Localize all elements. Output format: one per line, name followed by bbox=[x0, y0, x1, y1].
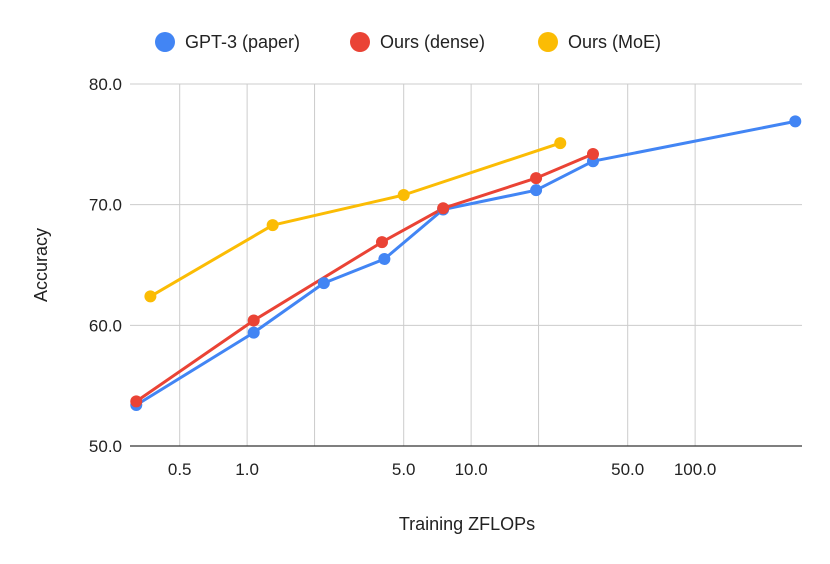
y-tick-label-60-0: 60.0 bbox=[89, 316, 122, 335]
y-tick-label-70-0: 70.0 bbox=[89, 196, 122, 215]
legend-item-gpt3[interactable]: GPT-3 (paper) bbox=[155, 32, 300, 52]
data-point-ours-moe-2 bbox=[397, 189, 410, 202]
x-axis-title: Training ZFLOPs bbox=[399, 514, 535, 534]
x-axis-ticks: 0.5 1.0 5.0 10.0 50.0 100.0 bbox=[168, 460, 717, 479]
x-tick-label-10-0: 10.0 bbox=[455, 460, 488, 479]
legend-item-ours-moe[interactable]: Ours (MoE) bbox=[538, 32, 661, 52]
legend: GPT-3 (paper) Ours (dense) Ours (MoE) bbox=[155, 32, 661, 52]
y-axis-title: Accuracy bbox=[31, 228, 51, 302]
y-tick-label-80-0: 80.0 bbox=[89, 75, 122, 94]
series-line-ours-moe bbox=[148, 141, 562, 298]
data-point-ours-dense-1 bbox=[247, 314, 260, 327]
data-point-ours-dense-2 bbox=[375, 236, 388, 249]
data-point-ours-dense-4 bbox=[530, 172, 543, 185]
legend-item-ours-dense[interactable]: Ours (dense) bbox=[350, 32, 485, 52]
x-tick-label-5-0: 5.0 bbox=[392, 460, 416, 479]
data-point-gpt-3-paper-2 bbox=[317, 277, 330, 290]
legend-label-ours-moe: Ours (MoE) bbox=[568, 32, 661, 52]
data-point-ours-dense-0 bbox=[130, 395, 143, 408]
y-tick-label-50-0: 50.0 bbox=[89, 437, 122, 456]
x-tick-label-0-5: 0.5 bbox=[168, 460, 192, 479]
grid bbox=[130, 83, 802, 447]
data-point-ours-dense-3 bbox=[437, 202, 450, 215]
data-point-gpt-3-paper-1 bbox=[247, 326, 260, 339]
data-point-ours-dense-5 bbox=[586, 147, 599, 160]
legend-label-ours-dense: Ours (dense) bbox=[380, 32, 485, 52]
series-line-ours-dense bbox=[134, 152, 595, 403]
x-tick-label-50-0: 50.0 bbox=[611, 460, 644, 479]
data-point-gpt-3-paper-3 bbox=[378, 252, 391, 265]
x-tick-label-100-0: 100.0 bbox=[674, 460, 717, 479]
x-tick-label-1-0: 1.0 bbox=[235, 460, 259, 479]
series-line-gpt-3-paper bbox=[134, 119, 797, 407]
data-point-ours-moe-1 bbox=[266, 219, 279, 232]
series-lines bbox=[130, 115, 802, 411]
data-point-gpt-3-paper-5 bbox=[530, 184, 543, 197]
data-point-ours-moe-3 bbox=[554, 137, 567, 150]
y-axis-ticks: 50.0 60.0 70.0 80.0 bbox=[89, 75, 122, 456]
legend-marker-ours-moe bbox=[538, 32, 558, 52]
data-point-gpt-3-paper-7 bbox=[789, 115, 802, 128]
legend-marker-ours-dense bbox=[350, 32, 370, 52]
legend-marker-gpt3 bbox=[155, 32, 175, 52]
data-point-ours-moe-0 bbox=[144, 290, 157, 303]
legend-label-gpt3: GPT-3 (paper) bbox=[185, 32, 300, 52]
